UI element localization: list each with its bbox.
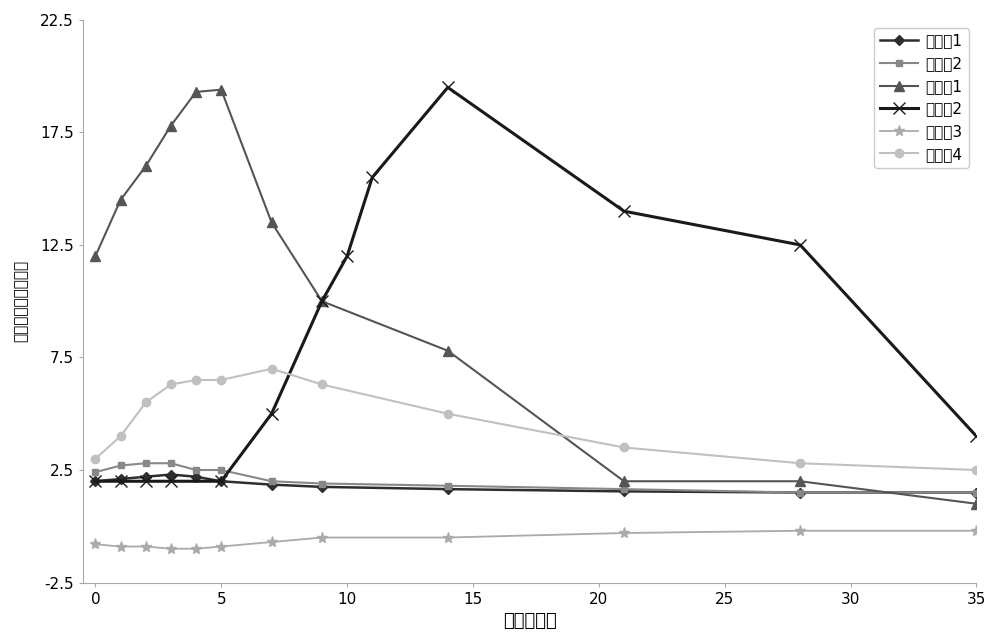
Line: 对比例3: 对比例3 — [90, 526, 982, 554]
对比例2 — [970, 432, 982, 440]
Line: 对比例1: 对比例1 — [91, 85, 981, 509]
对比例3 — [618, 529, 630, 537]
实施例2 — [215, 466, 227, 474]
对比例2 — [442, 84, 454, 91]
实施例2 — [190, 466, 202, 474]
对比例2 — [89, 477, 101, 485]
对比例2 — [215, 477, 227, 485]
实施例4 — [165, 381, 177, 388]
对比例2 — [266, 410, 278, 417]
对比例1 — [89, 252, 101, 260]
对比例1 — [215, 86, 227, 93]
实施例1 — [618, 488, 630, 495]
对比例1 — [794, 477, 806, 485]
实施例1 — [89, 477, 101, 485]
对比例2 — [618, 207, 630, 215]
实施例2 — [266, 477, 278, 485]
实施例1 — [215, 477, 227, 485]
对比例1 — [165, 122, 177, 129]
对比例1 — [442, 347, 454, 355]
实施例2 — [316, 480, 328, 488]
实施例1 — [266, 481, 278, 489]
对比例3 — [794, 527, 806, 535]
实施例4 — [618, 444, 630, 451]
对比例1 — [618, 477, 630, 485]
实施例1 — [115, 475, 127, 483]
对比例3 — [316, 534, 328, 542]
Legend: 实施例1, 实施例2, 对比例1, 对比例2, 对比例3, 实施例4: 实施例1, 实施例2, 对比例1, 对比例2, 对比例3, 实施例4 — [874, 28, 969, 168]
对比例3 — [970, 527, 982, 535]
实施例4 — [140, 399, 152, 406]
实施例1 — [190, 473, 202, 480]
对比例1 — [140, 162, 152, 170]
实施例4 — [794, 459, 806, 467]
对比例3 — [215, 543, 227, 551]
实施例1 — [165, 471, 177, 478]
对比例3 — [115, 543, 127, 551]
实施例1 — [316, 483, 328, 491]
实施例2 — [140, 459, 152, 467]
对比例3 — [190, 545, 202, 553]
Line: 实施例2: 实施例2 — [92, 460, 980, 496]
对比例3 — [89, 540, 101, 548]
实施例2 — [165, 459, 177, 467]
对比例3 — [442, 534, 454, 542]
实施例4 — [115, 432, 127, 440]
对比例3 — [140, 543, 152, 551]
对比例2 — [316, 298, 328, 305]
实施例2 — [89, 468, 101, 476]
实施例4 — [190, 376, 202, 384]
实施例4 — [316, 381, 328, 388]
对比例1 — [115, 196, 127, 204]
实施例1 — [794, 489, 806, 497]
实施例4 — [215, 376, 227, 384]
实施例1 — [140, 473, 152, 480]
实施例4 — [266, 365, 278, 373]
实施例2 — [115, 462, 127, 469]
实施例1 — [442, 486, 454, 493]
实施例1 — [970, 489, 982, 497]
实施例2 — [794, 489, 806, 497]
实施例2 — [970, 489, 982, 497]
对比例1 — [316, 298, 328, 305]
对比例2 — [165, 477, 177, 485]
实施例2 — [442, 482, 454, 489]
Line: 对比例2: 对比例2 — [90, 82, 982, 487]
实施例4 — [89, 455, 101, 462]
对比例3 — [266, 538, 278, 546]
对比例1 — [970, 500, 982, 507]
对比例2 — [341, 252, 353, 260]
对比例2 — [366, 174, 378, 182]
对比例1 — [266, 218, 278, 226]
对比例1 — [190, 88, 202, 96]
实施例4 — [442, 410, 454, 417]
Line: 实施例1: 实施例1 — [92, 471, 980, 496]
实施例2 — [618, 486, 630, 493]
X-axis label: 时间（天）: 时间（天） — [503, 612, 556, 630]
对比例2 — [140, 477, 152, 485]
实施例4 — [970, 466, 982, 474]
Y-axis label: 二氧化氯释放浓度二: 二氧化氯释放浓度二 — [14, 260, 29, 342]
对比例2 — [794, 241, 806, 249]
对比例2 — [115, 477, 127, 485]
对比例3 — [165, 545, 177, 553]
Line: 实施例4: 实施例4 — [91, 365, 981, 474]
